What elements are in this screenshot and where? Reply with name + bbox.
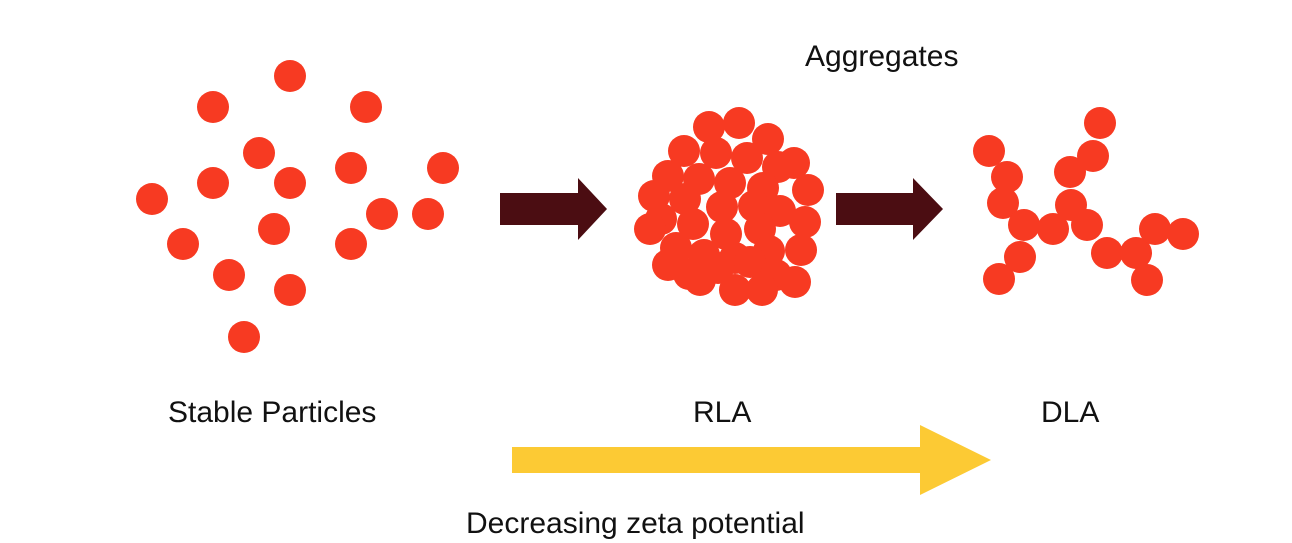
dla-particle	[1071, 209, 1103, 241]
rla-particle	[731, 142, 763, 174]
dla-particle	[1008, 209, 1040, 241]
dla-particle	[1139, 213, 1171, 245]
zeta-potential-label: Decreasing zeta potential	[466, 507, 805, 540]
rla-particle	[669, 183, 701, 215]
rla-particle	[752, 123, 784, 155]
rla-particle	[706, 191, 738, 223]
dla-particle	[1054, 156, 1086, 188]
stable-particle	[274, 274, 306, 306]
dla-particle	[1004, 241, 1036, 273]
aggregates-label: Aggregates	[805, 40, 959, 73]
stable-particle	[274, 167, 306, 199]
zeta-potential-arrow	[512, 425, 991, 495]
rla-particle	[719, 274, 751, 306]
stable-particle	[274, 60, 306, 92]
rla-particle	[693, 111, 725, 143]
rla-particle	[668, 135, 700, 167]
dla-particle	[973, 135, 1005, 167]
stable-particle	[228, 321, 260, 353]
dla-particle	[1167, 218, 1199, 250]
rla-particle	[746, 274, 778, 306]
process-arrow-1	[500, 178, 607, 240]
rla-particle	[700, 137, 732, 169]
rla-label: RLA	[693, 396, 752, 429]
stable-particle	[427, 152, 459, 184]
stable-particle	[366, 198, 398, 230]
rla-particle	[634, 213, 666, 245]
stable-particle	[258, 213, 290, 245]
stable-particle	[243, 137, 275, 169]
dla-label: DLA	[1041, 396, 1100, 429]
rla-particle	[723, 107, 755, 139]
dla-particle	[1077, 140, 1109, 172]
dla-particle	[1037, 213, 1069, 245]
rla-particle	[789, 206, 821, 238]
stable-particles-label: Stable Particles	[168, 396, 377, 429]
stable-particle	[350, 91, 382, 123]
rla-particle	[785, 234, 817, 266]
stable-particles-group	[136, 60, 459, 353]
stable-particle	[167, 228, 199, 260]
stable-particle	[197, 167, 229, 199]
dla-particle	[1091, 237, 1123, 269]
stable-particle	[335, 152, 367, 184]
rla-particle	[684, 264, 716, 296]
dla-aggregate-group	[973, 107, 1199, 296]
rla-particle	[779, 266, 811, 298]
rla-particle	[778, 147, 810, 179]
dla-particle	[1120, 237, 1152, 269]
rla-particle	[734, 246, 766, 278]
dla-particle	[991, 161, 1023, 193]
stable-particle	[412, 198, 444, 230]
stable-particle	[335, 228, 367, 260]
dla-particle	[987, 187, 1019, 219]
rla-particle	[792, 174, 824, 206]
process-arrow-2	[836, 178, 943, 240]
stable-particle	[197, 91, 229, 123]
stable-particle	[213, 259, 245, 291]
stable-particle	[136, 183, 168, 215]
dla-particle	[1131, 264, 1163, 296]
rla-particle	[677, 208, 709, 240]
dla-particle	[983, 263, 1015, 295]
rla-particle	[710, 218, 742, 250]
rla-aggregate-group	[634, 107, 824, 306]
rla-particle	[652, 249, 684, 281]
dla-particle	[1084, 107, 1116, 139]
